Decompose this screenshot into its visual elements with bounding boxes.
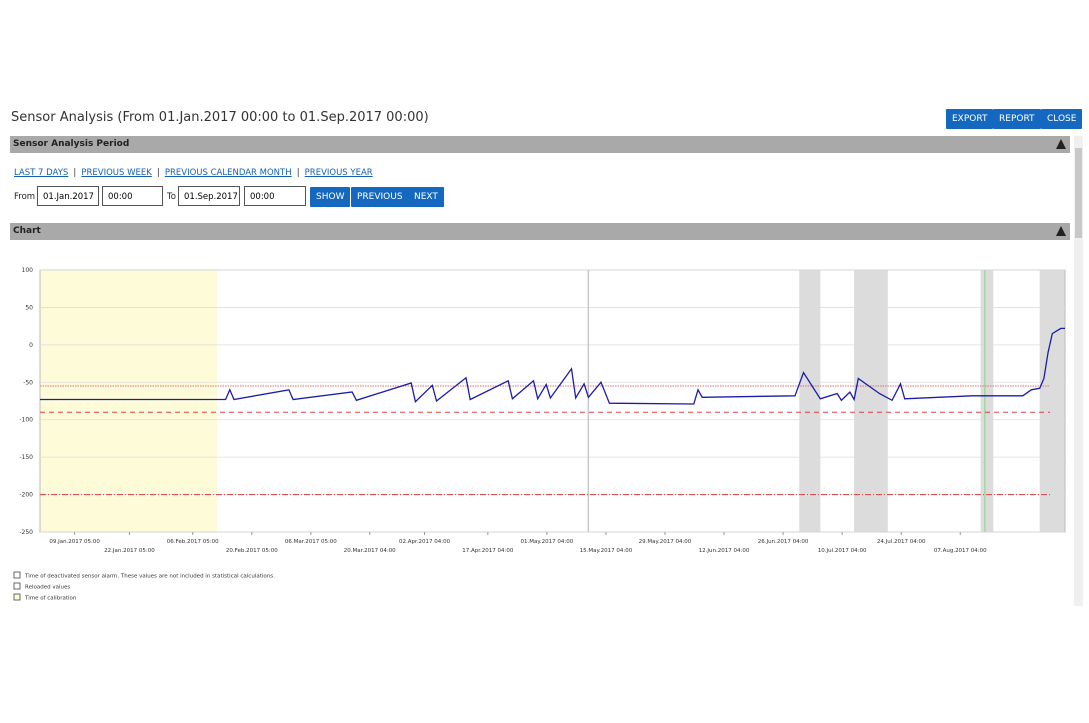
x-tick-label: 06.Feb.2017 05:00 <box>167 539 219 545</box>
from-date-input[interactable]: 01.Jan.2017 <box>37 186 99 206</box>
scrollbar[interactable] <box>1074 136 1083 606</box>
legend-label: Reloaded values <box>25 585 70 591</box>
x-tick-label: 24.Jul.2017 04:00 <box>877 539 926 545</box>
shaded-period <box>980 270 994 532</box>
y-tick-label: 0 <box>29 342 33 349</box>
section-title: Sensor Analysis Period <box>13 139 130 149</box>
collapse-icon[interactable] <box>1056 139 1066 149</box>
x-tick-label: 29.May.2017 04:00 <box>639 539 692 545</box>
x-tick-label: 02.Apr.2017 04:00 <box>399 539 451 545</box>
y-tick-label: -200 <box>19 492 33 499</box>
period-section-header[interactable]: Sensor Analysis Period <box>10 136 1070 153</box>
collapse-icon[interactable] <box>1056 226 1066 236</box>
x-tick-label: 20.Mar.2017 04:00 <box>344 548 396 554</box>
x-tick-label: 22.Jan.2017 05:00 <box>104 548 155 554</box>
x-tick-label: 06.Mar.2017 05:00 <box>285 539 337 545</box>
y-tick-label: 50 <box>25 304 33 311</box>
y-tick-label: -50 <box>23 379 33 386</box>
export-button[interactable]: EXPORT <box>946 109 994 129</box>
show-button[interactable]: SHOW <box>310 187 351 207</box>
shaded-period <box>799 270 821 532</box>
previous-button[interactable]: PREVIOUS <box>351 187 409 207</box>
to-date-input[interactable]: 01.Sep.2017 <box>178 186 240 206</box>
x-tick-label: 17.Apr.2017 04:00 <box>462 548 514 554</box>
from-time-input[interactable]: 00:00 <box>102 186 163 206</box>
period-link[interactable]: PREVIOUS YEAR <box>304 168 373 178</box>
period-link[interactable]: LAST 7 DAYS <box>14 168 69 178</box>
x-tick-label: 10.Jul.2017 04:00 <box>818 548 867 554</box>
separator: | <box>156 168 160 178</box>
shaded-period <box>1039 270 1065 532</box>
legend-swatch <box>13 582 21 590</box>
x-tick-label: 26.Jun.2017 04:00 <box>758 539 809 545</box>
period-link[interactable]: PREVIOUS CALENDAR MONTH <box>164 168 292 178</box>
separator: | <box>73 168 77 178</box>
page-title: Sensor Analysis (From 01.Jan.2017 00:00 … <box>11 110 429 125</box>
legend-swatch <box>13 593 21 601</box>
section-title: Chart <box>13 226 41 236</box>
y-tick-label: -250 <box>19 529 33 536</box>
x-tick-label: 12.Jun.2017 04:00 <box>699 548 750 554</box>
y-tick-label: 100 <box>22 267 34 274</box>
to-time-input[interactable]: 00:00 <box>244 186 306 206</box>
legend-swatch <box>13 571 21 579</box>
next-button[interactable]: NEXT <box>408 187 444 207</box>
to-label: To <box>167 192 176 202</box>
x-tick-label: 09.Jan.2017 05:00 <box>49 539 100 545</box>
close-button[interactable]: CLOSE <box>1041 109 1083 129</box>
x-tick-label: 15.May.2017 04:00 <box>580 548 633 554</box>
x-tick-label: 07.Aug.2017 04:00 <box>934 548 987 554</box>
scrollbar-thumb[interactable] <box>1075 148 1082 238</box>
report-button[interactable]: REPORT <box>993 109 1041 129</box>
period-link[interactable]: PREVIOUS WEEK <box>81 168 152 178</box>
legend-label: Time of deactivated sensor alarm. These … <box>24 574 275 580</box>
y-tick-label: -100 <box>19 417 33 424</box>
legend-label: Time of calibration <box>24 596 77 602</box>
data-line <box>40 327 1065 405</box>
x-tick-label: 20.Feb.2017 05:00 <box>226 548 278 554</box>
separator: | <box>296 168 300 178</box>
period-links: LAST 7 DAYS | PREVIOUS WEEK | PREVIOUS C… <box>14 160 373 179</box>
from-label: From <box>14 192 36 202</box>
chart-section-header[interactable]: Chart <box>10 223 1070 240</box>
shaded-period <box>40 270 218 532</box>
x-tick-label: 01.May.2017 04:00 <box>521 539 574 545</box>
shaded-period <box>854 270 888 532</box>
chart: 100 50 0 -50 -100 -150 -200 -250 09.Jan.2017 05:… <box>13 267 1066 602</box>
y-tick-label: -150 <box>19 454 33 461</box>
